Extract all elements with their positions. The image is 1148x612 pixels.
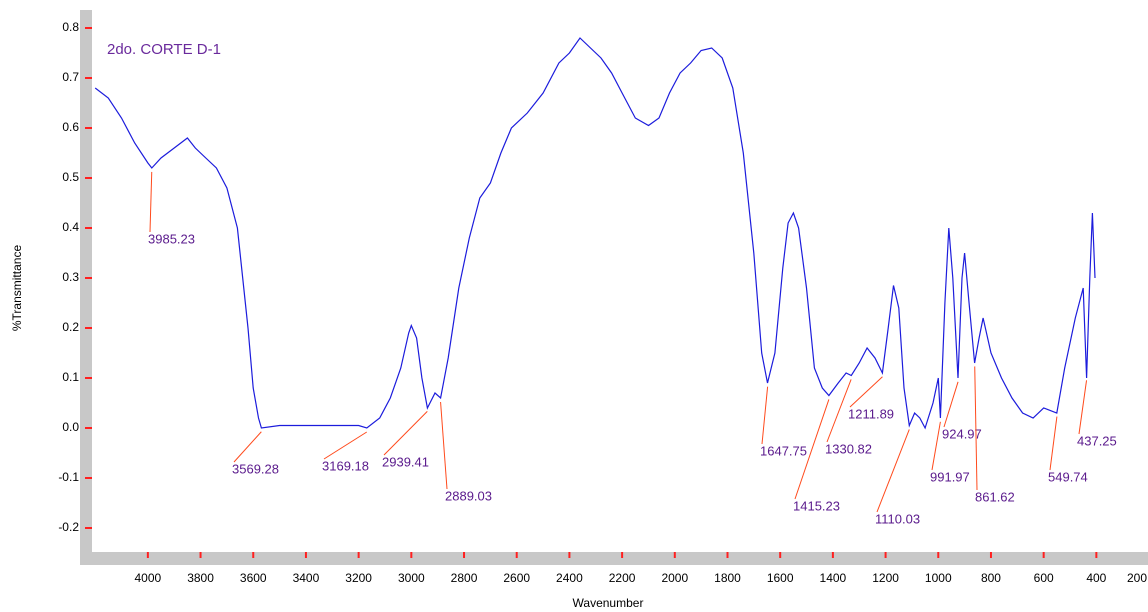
peak-leader	[794, 399, 830, 500]
y-tick-label: -0.1	[58, 470, 79, 484]
peak-leader	[323, 431, 368, 460]
peak-leader	[1078, 380, 1088, 435]
peak-label: 3169.18	[322, 458, 369, 473]
peak-label: 991.97	[930, 469, 970, 484]
x-tick-label: 3000	[398, 571, 425, 585]
x-tick-label: 3800	[187, 571, 214, 585]
peak-label: 3985.23	[148, 231, 195, 246]
y-axis-label: %Transmittance	[10, 245, 24, 332]
x-tick-label: 2800	[451, 571, 478, 585]
y-tick-label: 0.2	[62, 320, 79, 334]
chart-title: 2do. CORTE D-1	[107, 41, 221, 58]
x-tick-label: 1400	[820, 571, 847, 585]
x-tick-label: 2400	[556, 571, 583, 585]
x-tick-label: 3200	[345, 571, 372, 585]
x-tick-label: 3600	[240, 571, 267, 585]
x-tick-label: 2600	[503, 571, 530, 585]
peak-leader	[849, 376, 883, 408]
x-axis-label: Wavenumber	[573, 596, 644, 610]
spectrum-line	[94, 37, 1096, 430]
x-tick-label: 1000	[925, 571, 952, 585]
peak-leader	[440, 401, 448, 490]
x-tick-label: 2200	[609, 571, 636, 585]
peak-label: 437.25	[1077, 433, 1117, 448]
peak-leader	[974, 366, 978, 491]
peak-label: 549.74	[1048, 469, 1088, 484]
peak-leader	[943, 381, 959, 428]
x-tick-label: 400	[1086, 571, 1106, 585]
x-tick-label: 1800	[714, 571, 741, 585]
x-tick-label: 1200	[872, 571, 899, 585]
x-tick-label: 600	[1034, 571, 1054, 585]
x-tick-label: 1600	[767, 571, 794, 585]
peak-label: 924.97	[942, 426, 982, 441]
peak-label: 1330.82	[825, 441, 872, 456]
y-tick-label: 0.7	[62, 70, 79, 84]
peak-leader	[383, 411, 428, 456]
peak-label: 1110.03	[875, 511, 920, 526]
peak-label: 2939.41	[382, 454, 429, 469]
x-tick-label: 200	[1127, 571, 1147, 585]
peak-leader	[1049, 416, 1058, 471]
peak-leader	[826, 379, 852, 443]
peak-label: 1415.23	[793, 498, 840, 513]
x-tick-label: 2000	[661, 571, 688, 585]
y-tick-label: 0.4	[62, 220, 79, 234]
x-tick-label: 4000	[135, 571, 162, 585]
peak-leader	[233, 431, 262, 463]
peak-label: 1211.89	[848, 406, 894, 421]
peak-label: 2889.03	[445, 488, 492, 503]
peak-leader	[149, 171, 153, 233]
peak-leader	[761, 386, 769, 445]
peak-label: 3569.28	[232, 461, 279, 476]
y-tick-label: 0.0	[62, 420, 79, 434]
y-tick-label: 0.1	[62, 370, 79, 384]
y-tick-label: 0.8	[62, 20, 79, 34]
x-tick-label: 800	[981, 571, 1001, 585]
peak-leader	[876, 429, 910, 513]
y-axis-strip	[80, 10, 92, 565]
peak-label: 1647.75	[760, 443, 807, 458]
y-tick-label: 0.6	[62, 120, 79, 134]
x-tick-label: 3400	[293, 571, 320, 585]
y-tick-label: 0.5	[62, 170, 79, 184]
x-axis-strip	[80, 552, 1148, 565]
peak-label: 861.62	[975, 489, 1015, 504]
peak-leader	[931, 421, 941, 471]
y-tick-label: -0.2	[58, 520, 79, 534]
y-tick-label: 0.3	[62, 270, 79, 284]
